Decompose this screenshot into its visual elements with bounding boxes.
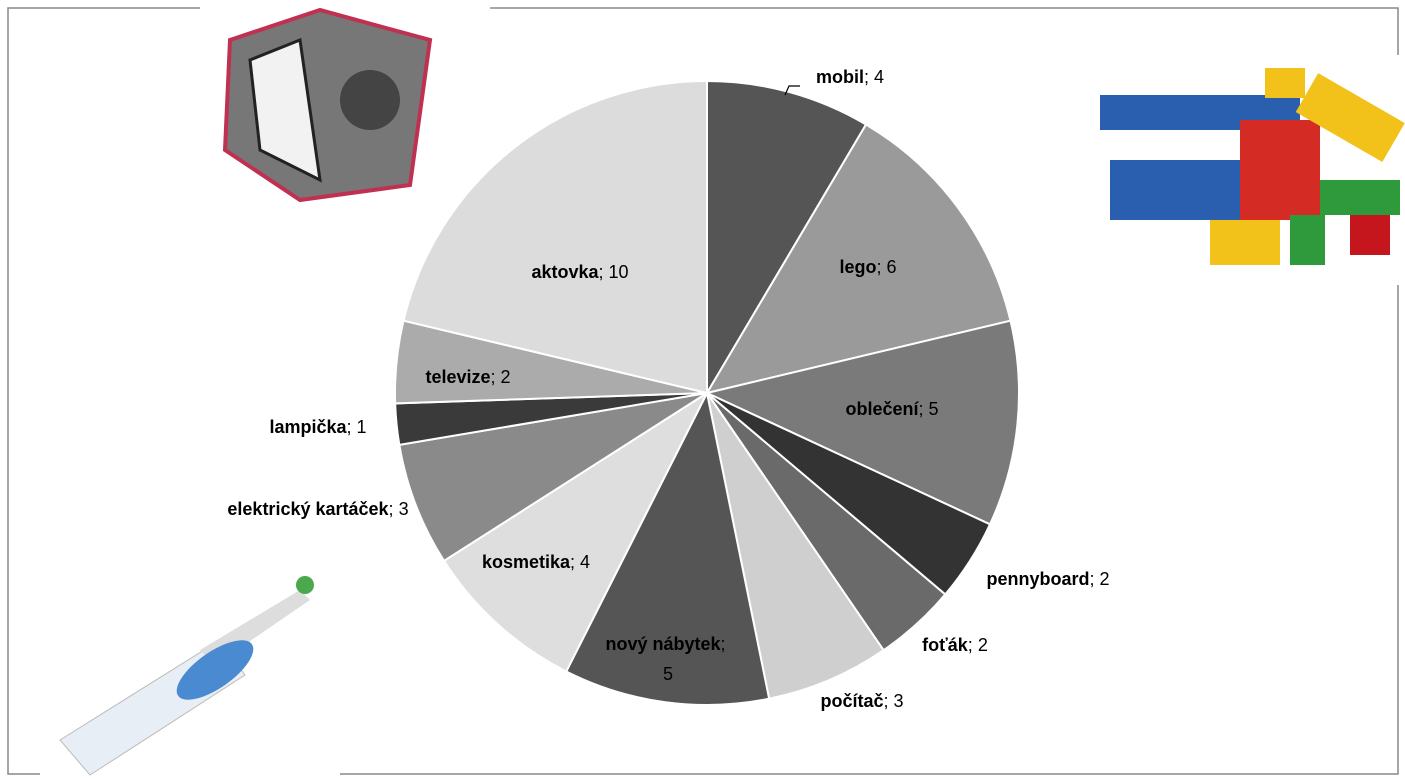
lego-image: [1090, 55, 1405, 285]
pie-slice: [703, 319, 1020, 526]
label-separator: ;: [721, 634, 731, 654]
value-label: 2: [978, 635, 988, 655]
leader-line: [784, 85, 800, 96]
data-label: počítač; 3: [820, 691, 903, 711]
pie-slice: [564, 389, 771, 706]
data-label: nový nábytek; 5: [605, 634, 730, 684]
value-label: 2: [1100, 569, 1110, 589]
value-label: 2: [501, 367, 511, 387]
pie-slice: [706, 79, 868, 397]
value-label: 4: [580, 552, 590, 572]
category-name: lampička: [269, 417, 347, 437]
label-separator: ;: [864, 67, 874, 87]
data-label: foťák; 2: [922, 635, 988, 655]
pie-slice: [442, 390, 710, 673]
category-name: foťák: [922, 635, 969, 655]
value-label: 6: [887, 257, 897, 277]
label-separator: ;: [1089, 569, 1099, 589]
category-name: počítač: [820, 691, 883, 711]
category-name: lego: [839, 257, 876, 277]
backpack-image: [200, 0, 490, 203]
category-name: elektrický kartáček: [227, 499, 389, 519]
data-label: aktovka; 10: [531, 262, 628, 282]
category-name: nový nábytek: [605, 634, 721, 654]
pie-slice: [704, 123, 1012, 395]
category-name: aktovka: [531, 262, 599, 282]
category-name: oblečení: [845, 399, 919, 419]
label-separator: ;: [389, 499, 399, 519]
pie: [394, 79, 1020, 706]
data-label: televize; 2: [425, 367, 510, 387]
label-separator: ;: [968, 635, 978, 655]
value-label: 10: [609, 262, 629, 282]
label-separator: ;: [491, 367, 501, 387]
data-label: mobil; 4: [816, 67, 884, 87]
value-label: 3: [894, 691, 904, 711]
pie-slice: [402, 79, 708, 395]
data-label: lego; 6: [839, 257, 896, 277]
label-separator: ;: [876, 257, 886, 277]
value-label: 5: [929, 399, 939, 419]
category-name: mobil: [816, 67, 864, 87]
data-label: oblečení; 5: [845, 399, 938, 419]
label-separator: ;: [570, 552, 580, 572]
pie-slice: [706, 392, 885, 700]
label-separator: ;: [919, 399, 929, 419]
label-separator: ;: [347, 417, 357, 437]
category-name: pennyboard: [986, 569, 1089, 589]
category-name: televize: [425, 367, 490, 387]
value-label: 1: [357, 417, 367, 437]
category-name: kosmetika: [482, 552, 571, 572]
data-label: kosmetika; 4: [482, 552, 590, 572]
value-label: 4: [874, 67, 884, 87]
value-label: 3: [399, 499, 409, 519]
data-label: pennyboard; 2: [986, 569, 1109, 589]
data-label: elektrický kartáček; 3: [227, 499, 408, 519]
pie-slice: [398, 392, 708, 563]
label-separator: ;: [599, 262, 609, 282]
toothbrush-image: [40, 540, 340, 779]
data-label: lampička; 1: [269, 417, 366, 437]
label-separator: ;: [884, 691, 894, 711]
value-label: 5: [663, 664, 673, 684]
